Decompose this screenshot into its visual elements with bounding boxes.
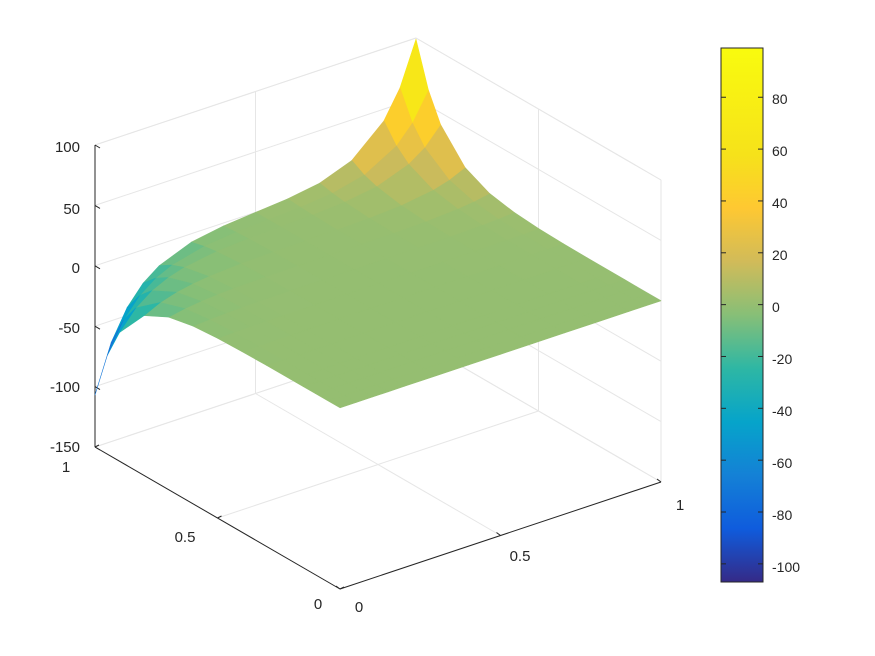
z-tick-label: -50 [58, 320, 80, 337]
z-tick-mark [94, 325, 101, 330]
surface-mesh [94, 38, 662, 409]
z-tick-label: 0 [72, 260, 80, 277]
colorbar-tick-label: 40 [772, 195, 788, 211]
x-tick-label: 1 [676, 497, 684, 514]
colorbar: 80 60 40 20 0 -20 -40 -60 -80 -100 [720, 47, 800, 583]
x-tick-label: 0.5 [510, 548, 531, 565]
z-tick-mark [94, 446, 101, 451]
z-tick-mark [94, 386, 101, 391]
box-edge [415, 37, 662, 181]
x-tick-label: 0 [355, 599, 363, 616]
axis-lines [94, 144, 662, 590]
z-tick-mark [94, 265, 101, 270]
z-tick-label: -150 [50, 439, 80, 456]
box-edge [94, 37, 417, 146]
y-tick-label: 0 [314, 596, 322, 613]
colorbar-tick-label: 60 [772, 143, 788, 159]
grid-line [217, 410, 539, 519]
surface-patch [94, 319, 124, 396]
z-tick-label: 100 [55, 139, 80, 156]
colorbar-ticks [721, 96, 763, 565]
y-tick-mark [339, 586, 345, 590]
colorbar-tick-label: -40 [772, 403, 792, 419]
y-tick-mark [94, 444, 100, 448]
x-tick-mark [335, 585, 341, 590]
colorbar-tick-label: -20 [772, 351, 792, 367]
z-tick-label: -100 [50, 379, 80, 396]
x-tick-mark [656, 478, 662, 483]
colorbar-tick-label: 20 [772, 247, 788, 263]
y-tick-mark [217, 515, 222, 519]
colorbar-tick-label: -60 [772, 455, 792, 471]
x-tick-mark [496, 532, 501, 536]
z-tick-mark [94, 204, 101, 209]
y-tick-label: 1 [62, 459, 70, 476]
y-tick-label: 0.5 [175, 529, 196, 546]
colorbar-tick-label: 0 [772, 299, 780, 315]
z-tick-label: 50 [63, 201, 80, 218]
tick-labels: 100 50 0 -50 -100 -150 1 0.5 0 0 0.5 1 [50, 139, 684, 616]
colorbar-tick-label: -100 [772, 559, 800, 575]
colorbar-tick-label: 80 [772, 91, 788, 107]
colorbar-gradient [720, 47, 764, 583]
colorbar-tick-label: -80 [772, 507, 792, 523]
z-tick-mark [94, 144, 101, 149]
